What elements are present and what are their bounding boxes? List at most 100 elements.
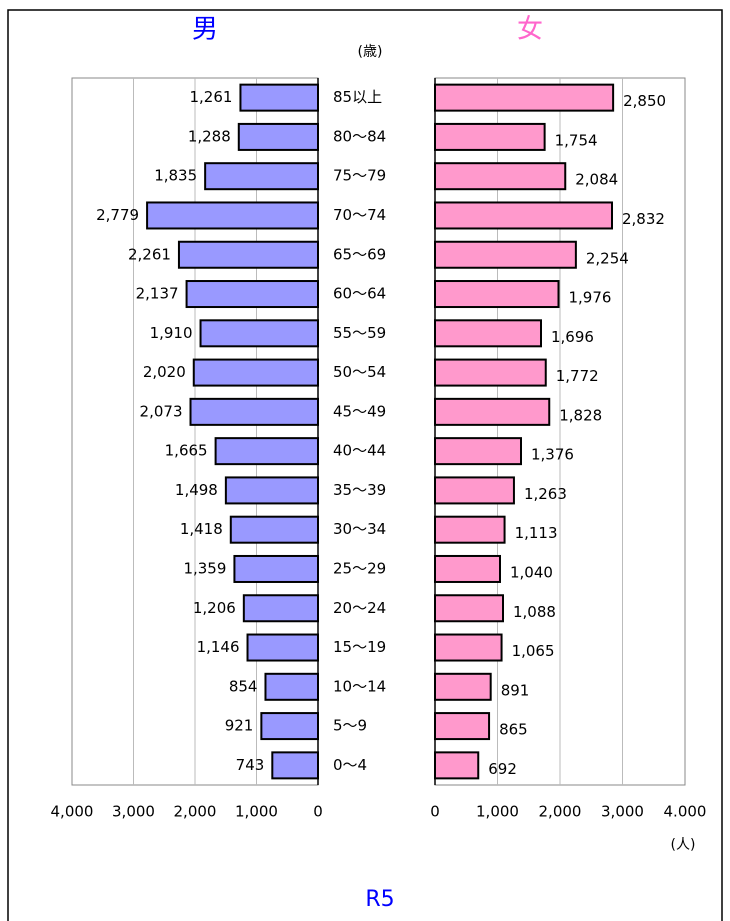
category-label: 20～24 [333, 599, 386, 617]
value-label: 1,835 [154, 167, 197, 185]
value-label: 1,146 [197, 638, 240, 656]
bar [239, 83, 319, 112]
bar [434, 751, 480, 780]
x-tick-label: 1,000 [476, 803, 519, 821]
bar [434, 554, 501, 583]
value-label: 1,288 [188, 127, 231, 145]
bar [192, 358, 320, 387]
bar [434, 280, 560, 309]
value-label: 743 [236, 756, 265, 774]
category-label: 50～54 [333, 363, 386, 381]
x-axis-label: (人) [671, 837, 696, 853]
value-label: 2,020 [143, 363, 186, 381]
bar [434, 397, 551, 426]
bar [434, 162, 567, 191]
category-label: 40～44 [333, 442, 386, 460]
value-label: 692 [488, 760, 517, 778]
category-label: 85以上 [333, 88, 382, 106]
value-label: 1,910 [150, 324, 193, 342]
male-title: 男 [192, 15, 218, 45]
value-label: 1,113 [515, 524, 558, 542]
bar [434, 240, 577, 269]
x-tick-label: 3,000 [601, 803, 644, 821]
value-label: 1,376 [531, 446, 574, 464]
value-label: 865 [499, 721, 528, 739]
bar [237, 122, 319, 151]
value-label: 1,261 [189, 88, 232, 106]
value-label: 1,088 [513, 603, 556, 621]
value-label: 1,418 [180, 520, 223, 538]
bar [264, 672, 320, 701]
value-label: 2,254 [586, 249, 629, 267]
value-label: 1,976 [569, 289, 612, 307]
category-label: 70～74 [333, 206, 386, 224]
category-label: 75～79 [333, 167, 386, 185]
bar [434, 633, 503, 662]
value-label: 854 [229, 677, 258, 695]
bar [204, 162, 320, 191]
value-label: 921 [225, 717, 254, 735]
x-tick-label: 4.000 [664, 803, 707, 821]
bar [434, 594, 504, 623]
bar [177, 240, 319, 269]
bar [189, 397, 319, 426]
value-label: 1,665 [165, 442, 208, 460]
value-label: 2,779 [96, 206, 139, 224]
category-label: 45～49 [333, 402, 386, 420]
y-axis-label: (歳) [358, 44, 383, 60]
value-label: 2,850 [623, 92, 666, 110]
category-label: 80～84 [333, 127, 386, 145]
bar [434, 437, 522, 466]
x-tick-label: 2,000 [174, 803, 217, 821]
category-label: 60～64 [333, 285, 386, 303]
x-tick-label: 0 [313, 803, 323, 821]
value-label: 2,137 [136, 285, 179, 303]
x-tick-label: 2,000 [539, 803, 582, 821]
x-tick-label: 4,000 [51, 803, 94, 821]
female-title: 女 [517, 15, 543, 45]
bar [260, 712, 319, 741]
bar [229, 515, 319, 544]
value-label: 2,084 [575, 171, 618, 189]
value-label: 1,828 [559, 406, 602, 424]
value-label: 1,065 [512, 642, 555, 660]
bar [224, 476, 319, 505]
value-label: 2,261 [128, 245, 171, 263]
bar [233, 554, 319, 583]
bar [434, 83, 615, 112]
bar [146, 201, 319, 230]
category-label: 65～69 [333, 245, 386, 263]
bar [434, 672, 492, 701]
bar [271, 751, 320, 780]
bar [434, 358, 547, 387]
bar [242, 594, 319, 623]
category-label: 15～19 [333, 638, 386, 656]
value-label: 1,498 [175, 481, 218, 499]
bar [434, 319, 542, 348]
bar [434, 712, 491, 741]
bar [199, 319, 319, 348]
category-label: 25～29 [333, 559, 386, 577]
value-label: 1,040 [510, 563, 553, 581]
category-label: 55～59 [333, 324, 386, 342]
bar [434, 476, 515, 505]
bar [185, 280, 319, 309]
bar [434, 515, 506, 544]
category-label: 35～39 [333, 481, 386, 499]
value-label: 1,206 [193, 599, 236, 617]
value-label: 2,073 [140, 402, 183, 420]
x-tick-label: 1,000 [235, 803, 278, 821]
outer-frame [7, 9, 723, 921]
value-label: 1,772 [556, 367, 599, 385]
category-label: 10～14 [333, 677, 386, 695]
value-label: 1,263 [524, 485, 567, 503]
x-tick-label: 0 [430, 803, 440, 821]
x-tick-label: 3,000 [112, 803, 155, 821]
value-label: 891 [501, 681, 530, 699]
bar [434, 122, 546, 151]
category-label: 30～34 [333, 520, 386, 538]
value-label: 1,359 [183, 559, 226, 577]
value-label: 1,754 [555, 131, 598, 149]
category-label: 5～9 [333, 717, 367, 735]
